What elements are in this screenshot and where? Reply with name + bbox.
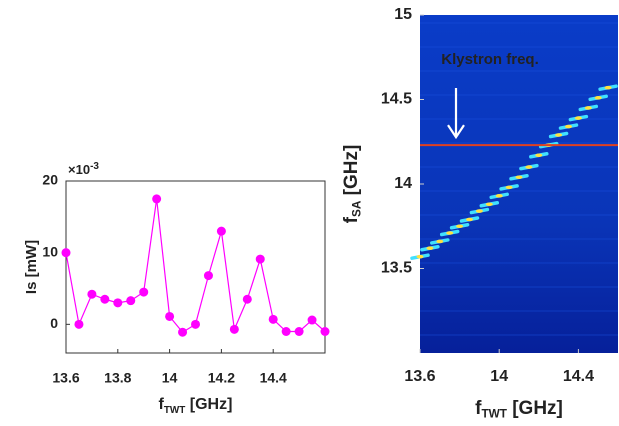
point <box>74 319 84 329</box>
y-label: Is [mW] <box>23 240 40 294</box>
label-main: f <box>341 216 362 223</box>
point <box>281 327 291 336</box>
peak-core <box>466 217 473 222</box>
point <box>320 327 330 336</box>
axis-label: fTWT [GHz] <box>159 396 233 415</box>
y-tick-label: 14.5 <box>381 91 412 108</box>
peak-core <box>574 116 582 120</box>
peak-core <box>426 246 434 251</box>
peak-core <box>555 133 563 137</box>
x-tick-label: 14.4 <box>563 368 594 385</box>
point <box>242 294 252 304</box>
axis-label: fSA [GHz] <box>341 145 364 224</box>
point <box>139 287 149 297</box>
y-tick-label: 13.5 <box>381 260 412 277</box>
x-tick-label: 14.2 <box>208 370 235 386</box>
arrow <box>447 88 465 140</box>
peak-core <box>604 85 612 90</box>
point <box>178 327 188 337</box>
peak-core <box>515 175 523 180</box>
point <box>113 298 123 308</box>
point <box>229 324 239 334</box>
point <box>203 271 213 281</box>
peak-core <box>495 194 503 198</box>
label-unit: [GHz] <box>185 396 232 413</box>
x-tick-label: 14.4 <box>260 370 287 386</box>
point <box>216 226 226 236</box>
point <box>191 319 200 329</box>
peak-core <box>584 106 592 110</box>
point <box>255 254 265 264</box>
x-tick-label: 14 <box>162 370 178 386</box>
exponent-power: -3 <box>90 161 99 172</box>
peak-core <box>525 165 533 169</box>
exponent: ×10-3 <box>68 161 99 178</box>
label-sub: TWT <box>481 408 507 421</box>
point <box>61 248 71 258</box>
point <box>126 296 136 306</box>
peak-core <box>475 209 483 213</box>
peak-core <box>456 224 464 229</box>
label-main: f <box>159 396 165 413</box>
x-tick-label: 13.6 <box>404 368 435 385</box>
peak-core <box>436 239 444 244</box>
annotation: Klystron freq. <box>441 51 539 68</box>
peak-core <box>416 254 424 259</box>
point <box>307 315 317 325</box>
point <box>87 289 97 299</box>
point <box>152 194 162 204</box>
x-tick-label: 13.8 <box>104 370 131 386</box>
point <box>294 327 304 336</box>
y-tick-label: 15 <box>394 6 412 23</box>
label-sub: TWT <box>164 404 185 415</box>
label-main: f <box>475 398 482 419</box>
label-unit: [GHz] <box>507 398 563 419</box>
label-sub: SA <box>351 200 364 217</box>
peak-core <box>535 153 543 158</box>
peak-core <box>446 231 454 235</box>
peak-core <box>594 96 602 100</box>
peak-core <box>565 124 572 129</box>
y-tick-label: 0 <box>50 315 58 331</box>
y-tick-label: 10 <box>42 243 58 259</box>
x-tick-label: 13.6 <box>52 370 79 386</box>
exponent-base: ×10 <box>68 162 90 177</box>
peak-core <box>485 202 493 207</box>
peak-core <box>505 185 513 190</box>
point <box>100 294 110 304</box>
point <box>268 314 278 324</box>
y-tick-label: 20 <box>42 172 58 188</box>
axis-label: fTWT [GHz] <box>475 398 563 421</box>
label-unit: [GHz] <box>341 145 362 201</box>
x-tick-label: 14 <box>490 368 508 385</box>
y-tick-label: 14 <box>394 175 412 192</box>
point <box>165 311 175 321</box>
